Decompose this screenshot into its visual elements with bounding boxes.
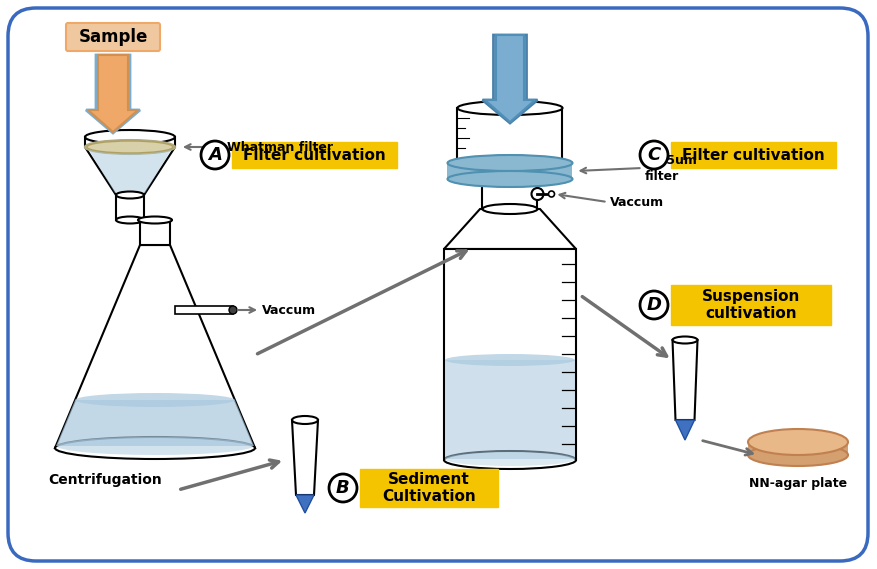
Text: A: A xyxy=(208,146,222,164)
Circle shape xyxy=(639,291,667,319)
Polygon shape xyxy=(747,442,847,455)
FancyBboxPatch shape xyxy=(232,142,396,168)
Ellipse shape xyxy=(482,204,537,214)
FancyBboxPatch shape xyxy=(8,8,867,561)
Text: Whatman filter: Whatman filter xyxy=(227,141,332,154)
Polygon shape xyxy=(56,400,253,446)
Text: Sample: Sample xyxy=(78,28,147,46)
Ellipse shape xyxy=(457,101,562,115)
Text: Sediment
Cultivation: Sediment Cultivation xyxy=(381,472,475,504)
Ellipse shape xyxy=(292,416,317,424)
Ellipse shape xyxy=(55,437,254,459)
Text: B: B xyxy=(336,479,349,497)
Circle shape xyxy=(329,474,357,502)
Ellipse shape xyxy=(672,336,696,344)
Text: C: C xyxy=(646,146,660,164)
Polygon shape xyxy=(85,147,175,195)
Polygon shape xyxy=(292,420,317,495)
Ellipse shape xyxy=(85,130,175,144)
Polygon shape xyxy=(55,245,254,448)
Polygon shape xyxy=(674,420,694,440)
Ellipse shape xyxy=(444,451,575,469)
Ellipse shape xyxy=(445,354,574,366)
Polygon shape xyxy=(457,108,562,163)
FancyBboxPatch shape xyxy=(670,142,835,168)
Circle shape xyxy=(548,191,554,197)
Ellipse shape xyxy=(445,452,574,466)
Text: Filter cultivation: Filter cultivation xyxy=(681,147,824,163)
Ellipse shape xyxy=(447,171,572,187)
Polygon shape xyxy=(445,360,574,459)
Ellipse shape xyxy=(87,141,173,153)
Ellipse shape xyxy=(138,216,172,224)
Polygon shape xyxy=(444,209,575,249)
Circle shape xyxy=(639,141,667,169)
Polygon shape xyxy=(175,306,232,314)
Ellipse shape xyxy=(85,140,175,154)
Ellipse shape xyxy=(229,306,237,314)
Text: Centrifugation: Centrifugation xyxy=(48,473,161,487)
Circle shape xyxy=(531,188,543,200)
FancyBboxPatch shape xyxy=(360,469,497,507)
FancyArrow shape xyxy=(484,35,534,122)
Ellipse shape xyxy=(116,216,144,224)
Polygon shape xyxy=(85,137,175,147)
Text: Vaccum: Vaccum xyxy=(261,303,316,316)
Ellipse shape xyxy=(57,437,253,455)
Ellipse shape xyxy=(447,155,572,171)
Ellipse shape xyxy=(116,192,144,199)
Ellipse shape xyxy=(482,174,537,184)
Circle shape xyxy=(201,141,229,169)
Polygon shape xyxy=(296,495,314,513)
Ellipse shape xyxy=(457,156,562,170)
Polygon shape xyxy=(444,249,575,460)
Polygon shape xyxy=(447,163,572,179)
FancyBboxPatch shape xyxy=(670,285,830,325)
FancyBboxPatch shape xyxy=(66,23,160,51)
Ellipse shape xyxy=(75,393,235,407)
Text: Filter cultivation: Filter cultivation xyxy=(243,147,385,163)
Polygon shape xyxy=(482,179,537,209)
Ellipse shape xyxy=(747,429,847,455)
Text: NN-agar plate: NN-agar plate xyxy=(748,477,846,490)
Text: D: D xyxy=(645,296,660,314)
Polygon shape xyxy=(139,220,170,245)
Polygon shape xyxy=(672,340,696,420)
Ellipse shape xyxy=(747,444,847,466)
Polygon shape xyxy=(87,147,173,193)
FancyArrow shape xyxy=(88,55,138,132)
Text: Vaccum: Vaccum xyxy=(609,196,663,208)
Text: Suspension
cultivation: Suspension cultivation xyxy=(701,289,799,321)
Polygon shape xyxy=(116,195,144,220)
Text: 0.45um
filter: 0.45um filter xyxy=(644,154,696,183)
